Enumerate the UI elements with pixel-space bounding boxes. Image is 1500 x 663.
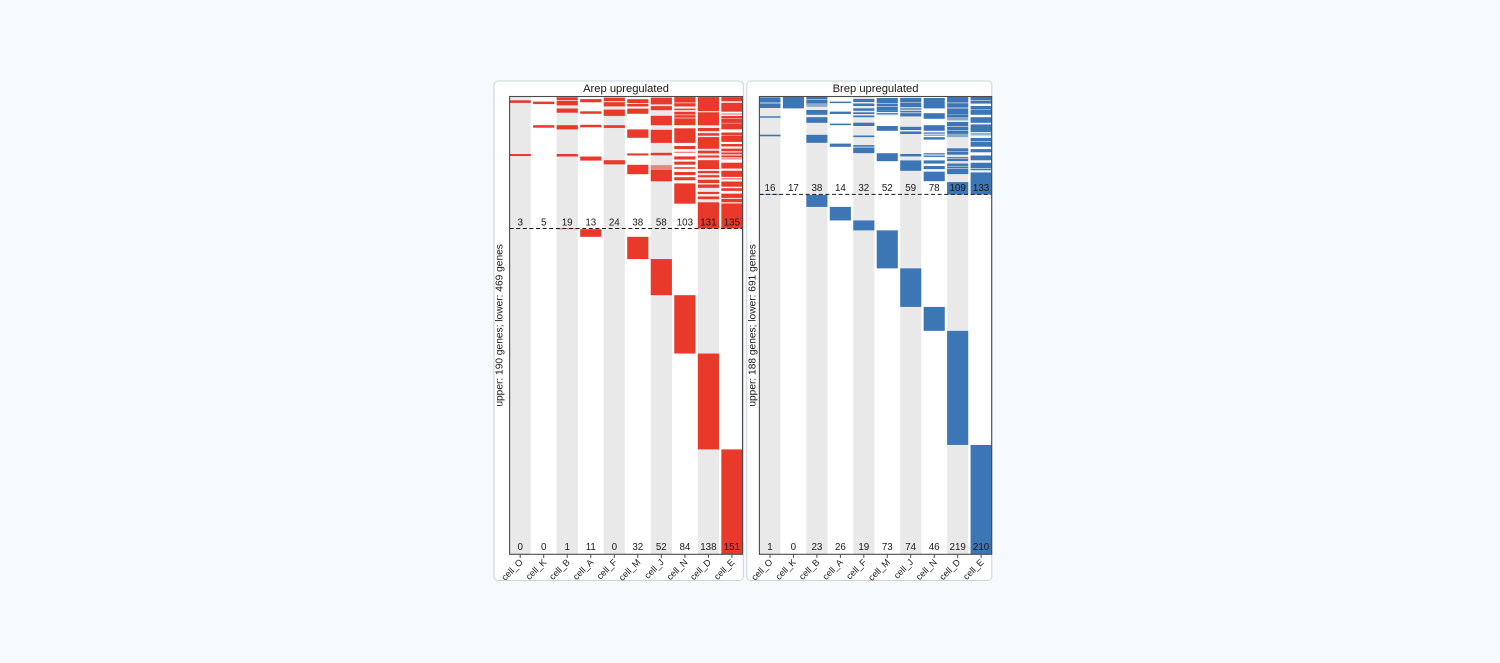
svg-text:14: 14 bbox=[835, 183, 846, 194]
svg-text:0: 0 bbox=[791, 542, 797, 553]
svg-text:52: 52 bbox=[882, 183, 893, 194]
svg-text:26: 26 bbox=[835, 542, 846, 553]
svg-text:17: 17 bbox=[788, 183, 799, 194]
svg-text:23: 23 bbox=[811, 542, 822, 553]
svg-text:135: 135 bbox=[724, 217, 741, 228]
svg-text:13: 13 bbox=[585, 217, 596, 228]
svg-text:74: 74 bbox=[905, 542, 916, 553]
svg-text:1: 1 bbox=[564, 542, 569, 553]
svg-text:46: 46 bbox=[929, 542, 940, 553]
svg-text:Brep upregulated: Brep upregulated bbox=[833, 83, 919, 95]
svg-text:32: 32 bbox=[632, 542, 643, 553]
svg-text:58: 58 bbox=[656, 217, 667, 228]
svg-text:84: 84 bbox=[679, 542, 690, 553]
svg-text:5: 5 bbox=[541, 217, 547, 228]
svg-text:138: 138 bbox=[700, 542, 717, 553]
svg-text:52: 52 bbox=[656, 542, 667, 553]
svg-text:upper: 190 genes; lower: 469 g: upper: 190 genes; lower: 469 genes bbox=[495, 244, 506, 407]
svg-text:219: 219 bbox=[950, 542, 966, 553]
svg-text:103: 103 bbox=[677, 217, 694, 228]
svg-text:38: 38 bbox=[632, 217, 643, 228]
svg-text:24: 24 bbox=[609, 217, 620, 228]
svg-text:16: 16 bbox=[765, 183, 776, 194]
svg-text:3: 3 bbox=[517, 217, 523, 228]
svg-text:19: 19 bbox=[562, 217, 573, 228]
svg-text:59: 59 bbox=[905, 183, 916, 194]
svg-text:0: 0 bbox=[541, 542, 547, 553]
svg-text:151: 151 bbox=[724, 542, 740, 553]
svg-text:19: 19 bbox=[858, 542, 869, 553]
svg-text:73: 73 bbox=[882, 542, 893, 553]
svg-text:109: 109 bbox=[950, 183, 966, 194]
svg-text:11: 11 bbox=[586, 542, 596, 553]
svg-text:131: 131 bbox=[700, 217, 716, 228]
svg-text:0: 0 bbox=[612, 542, 618, 553]
svg-text:0: 0 bbox=[517, 542, 523, 553]
svg-text:133: 133 bbox=[973, 183, 990, 194]
svg-text:210: 210 bbox=[973, 542, 990, 553]
svg-text:Arep upregulated: Arep upregulated bbox=[583, 83, 669, 95]
svg-text:upper: 188 genes; lower: 691 g: upper: 188 genes; lower: 691 genes bbox=[747, 244, 758, 407]
svg-text:78: 78 bbox=[929, 183, 940, 194]
svg-text:1: 1 bbox=[767, 542, 772, 553]
svg-text:38: 38 bbox=[811, 183, 822, 194]
svg-text:32: 32 bbox=[858, 183, 869, 194]
